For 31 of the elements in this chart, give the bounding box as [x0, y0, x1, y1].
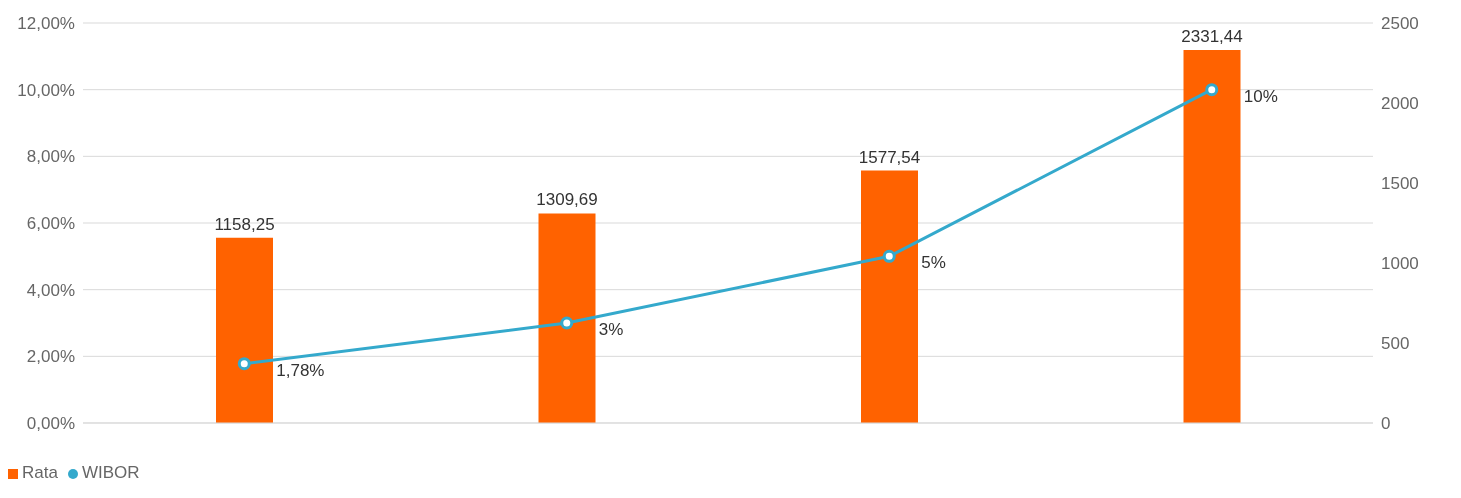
y-tick-label: 2,00% [26, 347, 75, 367]
y-tick-label: 0,00% [26, 414, 75, 434]
point [1205, 83, 1219, 97]
bar [538, 213, 596, 423]
legend-label: Rata [22, 463, 58, 482]
data-label: 1577,54 [858, 147, 921, 167]
legend-label: WIBOR [81, 463, 140, 482]
bar [1183, 49, 1241, 423]
y2-tick-label: 2000 [1381, 94, 1419, 114]
data-label: 10% [1243, 86, 1278, 106]
y-tick-label: 10,00% [17, 80, 75, 100]
y2-tick-label: 500 [1381, 334, 1410, 354]
data-label: 5% [921, 253, 946, 273]
bar [861, 170, 918, 423]
data-label: 1309,69 [536, 190, 598, 210]
point [882, 249, 896, 263]
data-label: 2331,44 [1181, 26, 1243, 46]
y2-tick-label: 1000 [1381, 254, 1419, 274]
y2-tick-label: 1500 [1381, 174, 1419, 194]
bar [216, 237, 273, 423]
data-label: 3% [598, 320, 624, 340]
y-tick-label: 8,00% [26, 147, 75, 167]
y2-tick-label: 0 [1381, 414, 1391, 434]
y-tick-label: 6,00% [26, 214, 75, 234]
point [237, 357, 251, 371]
y-tick-label: 12,00% [17, 14, 75, 34]
data-label: 1,78% [276, 360, 325, 380]
data-label: 1158,25 [214, 214, 275, 234]
point [560, 316, 574, 330]
y-tick-label: 4,00% [26, 280, 75, 300]
y2-tick-label: 2500 [1381, 14, 1419, 34]
